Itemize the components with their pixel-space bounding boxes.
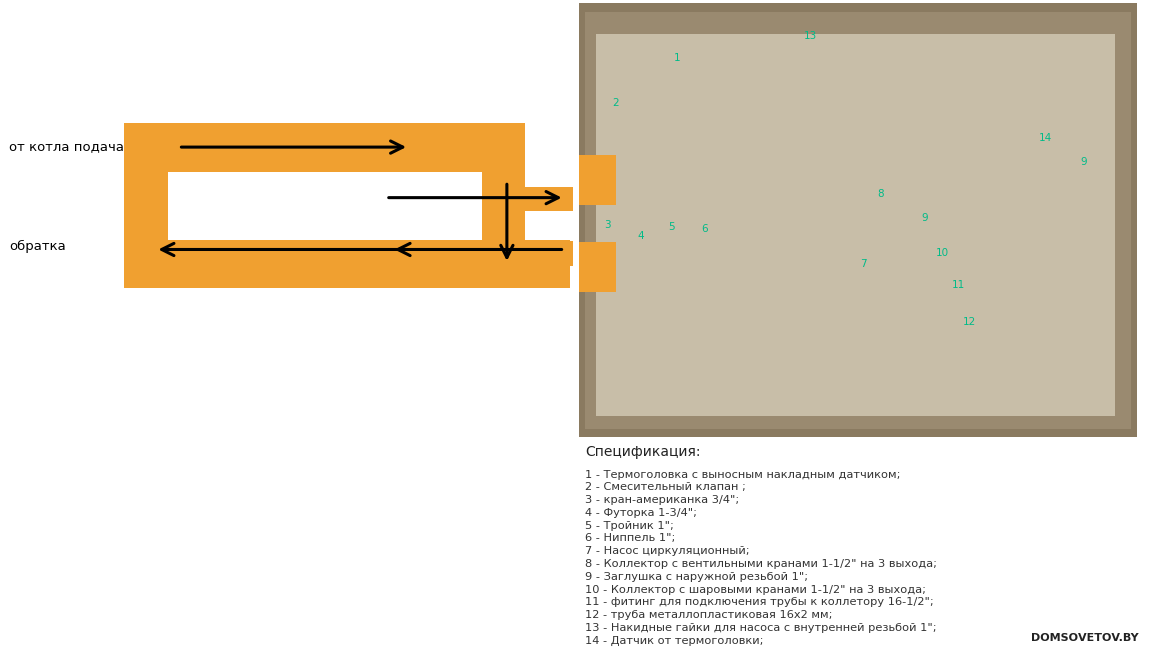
Text: 6 - Ниппель 1";: 6 - Ниппель 1"; (585, 533, 675, 544)
Text: 4: 4 (637, 231, 644, 240)
Text: 13 - Накидные гайки для насоса с внутренней резьбой 1";: 13 - Накидные гайки для насоса с внутрен… (585, 623, 937, 633)
Text: 7: 7 (861, 259, 867, 269)
Text: 12 - труба металлопластиковая 16х2 мм;: 12 - труба металлопластиковая 16х2 мм; (585, 610, 833, 620)
Text: от котла подача: от котла подача (9, 141, 124, 154)
Text: DOMSОVETОV.BY: DOMSОVETОV.BY (1031, 632, 1138, 643)
Text: 5 - Тройник 1";: 5 - Тройник 1"; (585, 521, 674, 531)
Text: 5: 5 (668, 222, 675, 232)
Text: 1: 1 (674, 52, 681, 62)
Text: 3: 3 (604, 220, 611, 229)
Text: 10 - Коллектор с шаровыми кранами 1-1/2" на 3 выхода;: 10 - Коллектор с шаровыми кранами 1-1/2"… (585, 584, 926, 595)
Text: 2: 2 (613, 98, 619, 108)
Text: обратка: обратка (9, 240, 66, 253)
Text: 9: 9 (1081, 157, 1087, 167)
Text: 8 - Коллектор с вентильными кранами 1-1/2" на 3 выхода;: 8 - Коллектор с вентильными кранами 1-1/… (585, 559, 937, 569)
Bar (124, 123, 168, 288)
Bar (482, 123, 525, 288)
Bar (597, 34, 1115, 416)
Bar (124, 123, 524, 172)
Bar (482, 187, 573, 211)
Text: 12: 12 (963, 318, 977, 327)
Text: 13: 13 (804, 31, 818, 41)
Text: 9 - Заглушка с наружной резьбой 1";: 9 - Заглушка с наружной резьбой 1"; (585, 572, 809, 582)
Text: 1 - Термоголовка с выносным накладным датчиком;: 1 - Термоголовка с выносным накладным да… (585, 470, 901, 480)
Bar (482, 241, 573, 266)
Bar (574, 155, 615, 205)
Text: 4 - Футорка 1-3/4";: 4 - Футорка 1-3/4"; (585, 508, 697, 518)
Text: 11: 11 (952, 281, 965, 290)
Text: 7 - Насос циркуляционный;: 7 - Насос циркуляционный; (585, 546, 750, 556)
Text: 9: 9 (922, 213, 929, 223)
Text: 11 - фитинг для подключения трубы к коллетору 16-1/2";: 11 - фитинг для подключения трубы к колл… (585, 597, 934, 607)
Text: 2 - Смесительный клапан ;: 2 - Смесительный клапан ; (585, 482, 746, 492)
Text: 3 - кран-американка 3/4";: 3 - кран-американка 3/4"; (585, 495, 740, 505)
Text: 10: 10 (935, 248, 948, 258)
Text: Спецификация:: Спецификация: (585, 445, 700, 459)
Text: 14: 14 (1038, 133, 1052, 143)
Bar (574, 242, 615, 292)
Text: 6: 6 (702, 224, 708, 234)
Text: 8: 8 (877, 189, 884, 200)
Text: 14 - Датчик от термоголовки;: 14 - Датчик от термоголовки; (585, 636, 764, 645)
Bar (124, 240, 570, 288)
